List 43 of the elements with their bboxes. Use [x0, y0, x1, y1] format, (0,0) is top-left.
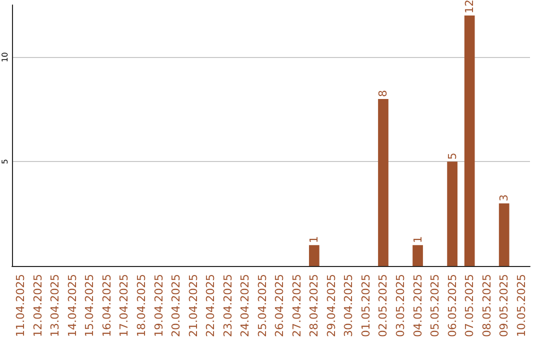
x-tick-label: 30.04.2025 [342, 274, 356, 338]
x-tick-label: 28.04.2025 [308, 274, 321, 338]
x-tick-label: 22.04.2025 [204, 274, 218, 338]
x-tick-label: 26.04.2025 [273, 274, 286, 338]
bar [447, 162, 458, 266]
x-tick-label: 07.05.2025 [463, 274, 476, 338]
x-tick-label: 10.05.2025 [514, 274, 528, 338]
data-label: 3 [498, 194, 511, 202]
x-tick-label: 19.04.2025 [152, 274, 166, 338]
bar [308, 245, 320, 266]
x-tick-label: 27.04.2025 [290, 274, 304, 338]
x-tick-label: 18.04.2025 [135, 274, 148, 338]
bar [464, 15, 475, 266]
x-tick-label: 14.04.2025 [66, 274, 79, 338]
data-label: 1 [411, 236, 424, 244]
x-tick-label: 20.04.2025 [170, 274, 183, 338]
x-tick-label: 23.04.2025 [221, 274, 234, 338]
x-tick-label: 02.05.2025 [376, 274, 390, 338]
bar [378, 98, 388, 266]
x-tick-label: 01.05.2025 [359, 274, 372, 338]
x-tick-label: 29.04.2025 [324, 274, 338, 338]
x-tick-label: 08.05.2025 [480, 274, 494, 338]
x-tick-label: 05.05.2025 [428, 274, 442, 338]
x-tick-label: 06.05.2025 [446, 274, 459, 338]
data-label: 5 [446, 152, 459, 160]
x-tick-label: 03.05.2025 [394, 274, 407, 338]
x-tick-label: 13.04.2025 [48, 274, 62, 338]
data-label: 12 [463, 0, 476, 14]
bar [412, 245, 423, 266]
x-tick-label: 17.04.2025 [118, 274, 131, 338]
data-label: 1 [308, 236, 321, 244]
x-tick-label: 24.04.2025 [238, 274, 252, 338]
x-tick-label: 11.04.2025 [14, 274, 28, 338]
bar [498, 203, 510, 266]
x-tick-label: 09.05.2025 [498, 274, 511, 338]
x-tick-label: 15.04.2025 [83, 274, 96, 338]
data-label: 8 [376, 90, 390, 97]
x-tick-label: 12.04.2025 [31, 274, 44, 338]
x-tick-label: 25.04.2025 [256, 274, 269, 338]
x-tick-label: 16.04.2025 [100, 274, 114, 338]
y-tick-label: 10 [0, 52, 10, 62]
x-tick-label: 04.05.2025 [411, 274, 424, 338]
x-tick-label: 21.04.2025 [186, 274, 200, 338]
